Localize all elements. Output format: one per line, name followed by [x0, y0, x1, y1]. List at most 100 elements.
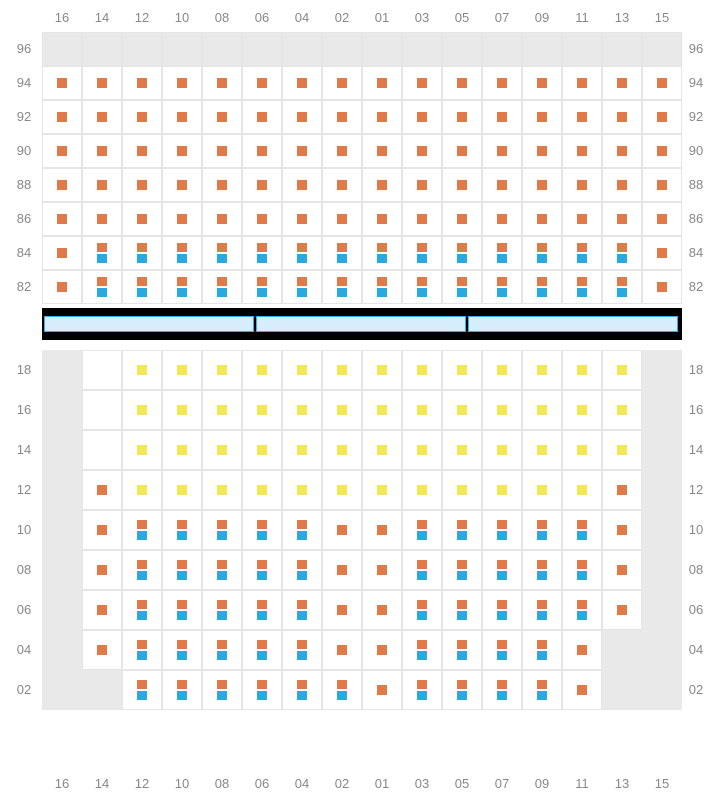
- col-label-bottom: 10: [162, 776, 202, 791]
- lower-cell: [282, 670, 322, 710]
- marker: [457, 651, 467, 660]
- lower-cell: [482, 670, 522, 710]
- marker: [577, 243, 587, 252]
- marker: [297, 651, 307, 660]
- marker: [537, 214, 547, 224]
- marker: [497, 277, 507, 286]
- marker: [97, 288, 107, 297]
- marker: [457, 560, 467, 569]
- marker: [97, 565, 107, 575]
- lower-cell: [602, 630, 642, 670]
- marker: [217, 214, 227, 224]
- lower-cell: [642, 550, 682, 590]
- upper-cell: [482, 236, 522, 270]
- marker: [577, 112, 587, 122]
- marker: [537, 405, 547, 415]
- upper-cell: [442, 32, 482, 66]
- marker: [137, 180, 147, 190]
- upper-cell: [122, 270, 162, 304]
- marker: [297, 691, 307, 700]
- marker: [57, 112, 67, 122]
- marker: [537, 600, 547, 609]
- lower-cell: [642, 470, 682, 510]
- marker: [217, 445, 227, 455]
- upper-cell: [202, 270, 242, 304]
- marker: [417, 600, 427, 609]
- marker: [417, 520, 427, 529]
- lower-cell: [482, 590, 522, 630]
- marker: [57, 180, 67, 190]
- lower-cell: [82, 350, 122, 390]
- divider-segment: [468, 316, 678, 332]
- marker: [177, 146, 187, 156]
- marker: [497, 600, 507, 609]
- col-label-top: 08: [202, 10, 242, 25]
- marker: [257, 243, 267, 252]
- marker: [537, 254, 547, 263]
- marker: [297, 112, 307, 122]
- marker: [377, 605, 387, 615]
- marker: [177, 254, 187, 263]
- upper-cell: [402, 236, 442, 270]
- upper-cell: [562, 236, 602, 270]
- marker: [57, 146, 67, 156]
- marker: [497, 520, 507, 529]
- upper-cell: [162, 32, 202, 66]
- upper-cell: [562, 32, 602, 66]
- marker: [217, 180, 227, 190]
- marker: [217, 520, 227, 529]
- lower-cell: [442, 590, 482, 630]
- row-label-right: 16: [682, 402, 710, 417]
- marker: [537, 640, 547, 649]
- row-label-left: 96: [10, 41, 38, 56]
- marker: [337, 146, 347, 156]
- marker: [97, 112, 107, 122]
- marker: [257, 112, 267, 122]
- upper-cell: [322, 270, 362, 304]
- marker: [177, 405, 187, 415]
- upper-cell: [522, 270, 562, 304]
- upper-cell: [482, 270, 522, 304]
- marker: [257, 445, 267, 455]
- row-label-left: 12: [10, 482, 38, 497]
- marker: [537, 445, 547, 455]
- lower-cell: [282, 630, 322, 670]
- marker: [497, 146, 507, 156]
- lower-cell: [442, 550, 482, 590]
- col-label-top: 13: [602, 10, 642, 25]
- lower-cell: [202, 590, 242, 630]
- lower-cell: [402, 630, 442, 670]
- upper-cell: [562, 270, 602, 304]
- marker: [577, 405, 587, 415]
- marker: [217, 277, 227, 286]
- marker: [137, 112, 147, 122]
- marker: [617, 254, 627, 263]
- marker: [137, 600, 147, 609]
- lower-cell: [42, 350, 82, 390]
- marker: [337, 645, 347, 655]
- upper-cell: [362, 236, 402, 270]
- marker: [337, 180, 347, 190]
- marker: [137, 405, 147, 415]
- marker: [257, 214, 267, 224]
- marker: [577, 600, 587, 609]
- lower-cell: [82, 430, 122, 470]
- marker: [337, 277, 347, 286]
- marker: [417, 560, 427, 569]
- lower-cell: [522, 590, 562, 630]
- col-label-bottom: 16: [42, 776, 82, 791]
- marker: [377, 214, 387, 224]
- col-label-top: 07: [482, 10, 522, 25]
- marker: [537, 112, 547, 122]
- marker: [297, 680, 307, 689]
- lower-cell: [242, 550, 282, 590]
- row-label-right: 82: [682, 279, 710, 294]
- row-label-left: 82: [10, 279, 38, 294]
- marker: [177, 277, 187, 286]
- row-label-right: 14: [682, 442, 710, 457]
- marker: [497, 78, 507, 88]
- lower-cell: [242, 510, 282, 550]
- marker: [417, 640, 427, 649]
- lower-cell: [482, 510, 522, 550]
- marker: [297, 571, 307, 580]
